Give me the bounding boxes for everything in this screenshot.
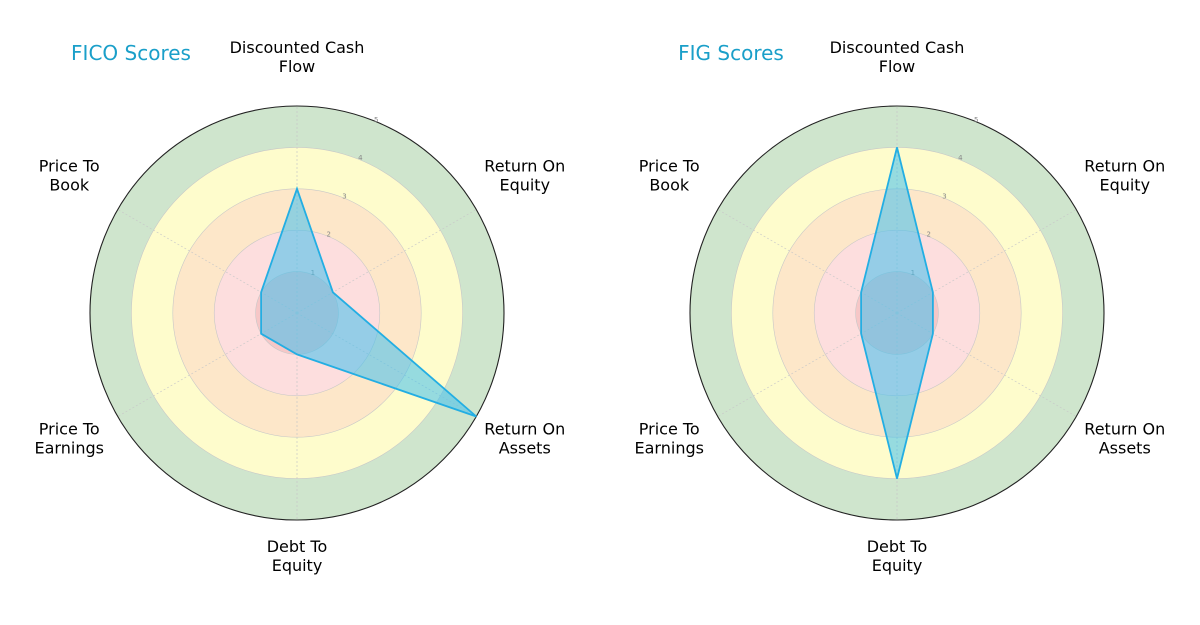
axis-labels: Discounted Cash Flow Return On Equity Return… (635, 38, 1166, 575)
axis-label-return-on-equity: Return On Equity (1084, 157, 1165, 195)
tick-label-5: 5 (974, 116, 978, 124)
tick-label-2: 2 (926, 231, 930, 239)
axis-label-discounted-cash-flow: Discounted Cash Flow (230, 38, 365, 76)
axis-spokes (717, 106, 1077, 520)
spoke-return-on-equity (296, 209, 477, 314)
tick-label-3: 3 (942, 192, 946, 200)
tick-label-4: 4 (958, 154, 963, 162)
axis-label-discounted-cash-flow: Discounted Cash Flow (830, 38, 965, 76)
axis-label-return-on-equity: Return On Equity (484, 157, 565, 195)
series-polygon-fico (260, 186, 477, 418)
axis-labels: Discounted Cash Flow Return On Equity Return… (35, 38, 566, 575)
outer-frame (689, 105, 1105, 521)
axis-label-return-on-assets: Return On Assets (1084, 420, 1165, 458)
outer-frame (89, 105, 505, 521)
axis-label-debt-to-equity: Debt To Equity (267, 537, 328, 575)
axis-label-price-to-earnings: Price To Earnings (35, 420, 104, 458)
chart-title: FIG Scores (678, 41, 784, 65)
axis-label-price-to-book: Price To Book (639, 157, 700, 195)
tick-label-3: 3 (342, 192, 346, 200)
spoke-price-to-book (117, 209, 298, 314)
spoke-return-on-equity (896, 209, 1077, 314)
series-polygon-fig (860, 147, 934, 479)
chart-title: FICO Scores (71, 41, 191, 65)
spoke-price-to-earnings (117, 312, 298, 417)
spoke-price-to-book (717, 209, 898, 314)
axis-label-price-to-book: Price To Book (39, 157, 100, 195)
axis-label-return-on-assets: Return On Assets (484, 420, 565, 458)
spoke-return-on-assets (896, 312, 1077, 417)
tick-label-5: 5 (374, 116, 378, 124)
spoke-price-to-earnings (717, 312, 898, 417)
axis-label-price-to-earnings: Price To Earnings (635, 420, 704, 458)
axis-label-debt-to-equity: Debt To Equity (867, 537, 928, 575)
tick-label-4: 4 (358, 154, 363, 162)
tick-label-2: 2 (326, 231, 330, 239)
